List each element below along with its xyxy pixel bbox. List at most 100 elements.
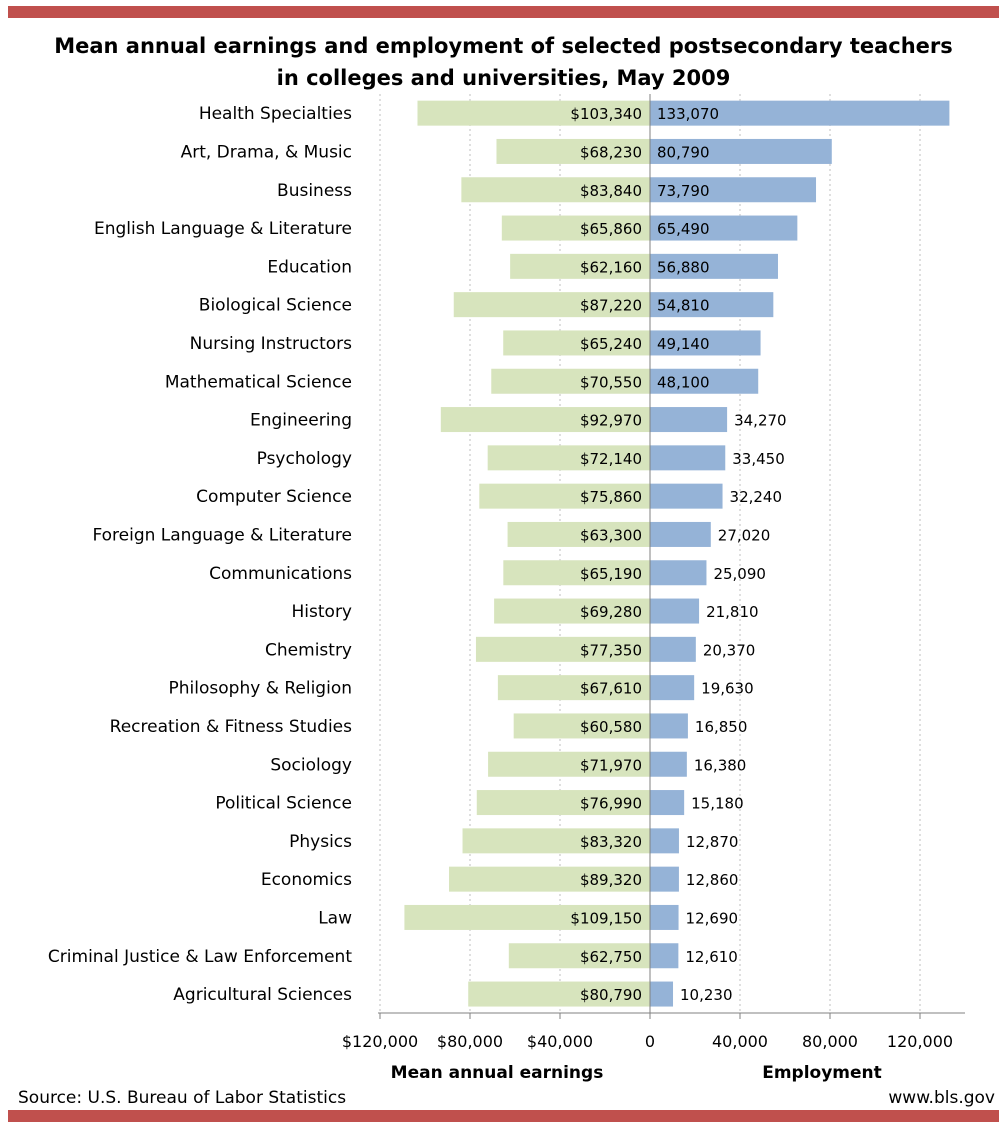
category-label: Chemistry xyxy=(265,640,352,660)
earnings-data-label: $72,140 xyxy=(580,450,642,468)
employment-bar xyxy=(650,904,679,930)
employment-bar xyxy=(650,981,674,1007)
earnings-tick-label: $40,000 xyxy=(527,1032,593,1051)
earnings-data-label: $69,280 xyxy=(580,603,642,621)
earnings-tick-label: $120,000 xyxy=(342,1032,418,1051)
employment-bar xyxy=(650,368,759,394)
employment-data-label: 49,140 xyxy=(657,335,710,353)
employment-bar xyxy=(650,177,817,203)
earnings-tick-label: 0 xyxy=(645,1032,655,1051)
earnings-bar xyxy=(503,560,650,586)
employment-data-label: 12,690 xyxy=(686,909,739,927)
category-label: History xyxy=(292,602,352,622)
earnings-bar xyxy=(440,407,650,433)
earnings-data-label: $80,790 xyxy=(580,986,642,1004)
earnings-data-label: $103,340 xyxy=(570,105,642,123)
employment-bar xyxy=(650,790,685,816)
employment-bar xyxy=(650,292,774,318)
employment-data-label: 15,180 xyxy=(691,795,744,813)
employment-data-label: 48,100 xyxy=(657,373,710,391)
employment-data-label: 16,380 xyxy=(694,756,747,774)
earnings-data-label: $109,150 xyxy=(570,909,642,927)
employment-data-label: 10,230 xyxy=(680,986,733,1004)
category-label: Business xyxy=(277,181,352,201)
earnings-data-label: $67,610 xyxy=(580,680,642,698)
employment-bar xyxy=(650,521,711,547)
category-label: Sociology xyxy=(270,755,352,775)
category-label: Foreign Language & Literature xyxy=(92,525,352,545)
category-label: Health Specialties xyxy=(199,104,352,124)
earnings-bar xyxy=(497,675,650,701)
employment-data-label: 27,020 xyxy=(718,526,771,544)
employment-data-label: 12,610 xyxy=(685,948,738,966)
earnings-axis-title: Mean annual earnings xyxy=(391,1063,604,1083)
employment-bar xyxy=(650,636,696,662)
earnings-bar xyxy=(475,636,650,662)
employment-data-label: 33,450 xyxy=(732,450,785,468)
employment-data-label: 133,070 xyxy=(657,105,719,123)
earnings-bar xyxy=(453,292,650,318)
employment-tick-label: 40,000 xyxy=(712,1032,768,1051)
earnings-bar xyxy=(487,445,650,471)
category-label: Computer Science xyxy=(196,487,352,507)
earnings-bar xyxy=(494,598,650,624)
earnings-data-label: $62,750 xyxy=(580,948,642,966)
employment-data-label: 16,850 xyxy=(695,718,748,736)
employment-bar xyxy=(650,866,679,892)
category-label: Art, Drama, & Music xyxy=(181,142,352,162)
category-label: Criminal Justice & Law Enforcement xyxy=(48,947,352,967)
earnings-bar xyxy=(417,100,650,126)
employment-bar xyxy=(650,560,707,586)
employment-bar xyxy=(650,407,728,433)
earnings-tick-label: $80,000 xyxy=(437,1032,503,1051)
employment-data-label: 80,790 xyxy=(657,143,710,161)
category-label: Recreation & Fitness Studies xyxy=(110,717,352,737)
employment-bar xyxy=(650,330,761,356)
employment-data-label: 56,880 xyxy=(657,258,710,276)
employment-tick-label: 120,000 xyxy=(887,1032,953,1051)
category-label: Political Science xyxy=(215,794,352,814)
employment-bar xyxy=(650,713,688,739)
earnings-bar xyxy=(479,483,650,509)
category-label: Physics xyxy=(289,832,352,852)
earnings-bar xyxy=(476,790,650,816)
earnings-data-label: $62,160 xyxy=(580,258,642,276)
bottom-rule xyxy=(8,1110,999,1122)
earnings-data-label: $70,550 xyxy=(580,373,642,391)
employment-data-label: 73,790 xyxy=(657,182,710,200)
employment-bar xyxy=(650,483,723,509)
employment-data-label: 65,490 xyxy=(657,220,710,238)
earnings-bar xyxy=(449,866,650,892)
category-label: Economics xyxy=(261,870,352,890)
earnings-bar xyxy=(404,904,650,930)
employment-bar xyxy=(650,138,832,164)
category-label: Communications xyxy=(209,564,352,584)
category-label: Philosophy & Religion xyxy=(169,679,352,699)
earnings-data-label: $87,220 xyxy=(580,297,642,315)
chart-title-line-1: Mean annual earnings and employment of s… xyxy=(54,34,953,58)
earnings-data-label: $83,320 xyxy=(580,833,642,851)
earnings-data-label: $83,840 xyxy=(580,182,642,200)
earnings-bar xyxy=(503,330,650,356)
top-rule xyxy=(8,6,999,18)
employment-data-label: 32,240 xyxy=(730,488,783,506)
category-label: Education xyxy=(267,257,352,277)
employment-data-label: 12,870 xyxy=(686,833,739,851)
employment-bar xyxy=(650,751,687,777)
earnings-data-label: $65,190 xyxy=(580,565,642,583)
earnings-data-label: $63,300 xyxy=(580,526,642,544)
category-label: Agricultural Sciences xyxy=(173,985,352,1005)
employment-bar xyxy=(650,943,679,969)
category-label: Law xyxy=(318,908,352,928)
employment-bar xyxy=(650,215,798,241)
category-label: Engineering xyxy=(250,411,352,431)
website-note: www.bls.gov xyxy=(888,1088,995,1108)
earnings-data-label: $75,860 xyxy=(580,488,642,506)
employment-data-label: 12,860 xyxy=(686,871,739,889)
employment-data-label: 21,810 xyxy=(706,603,759,621)
employment-data-label: 19,630 xyxy=(701,680,754,698)
category-label: Nursing Instructors xyxy=(190,334,353,354)
earnings-bar xyxy=(462,828,650,854)
earnings-data-label: $77,350 xyxy=(580,641,642,659)
